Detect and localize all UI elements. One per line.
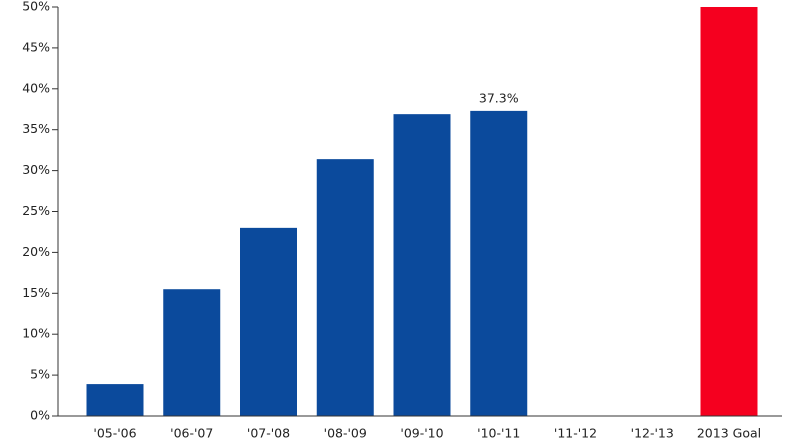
y-tick-label: 25% <box>22 203 50 218</box>
bar <box>393 114 451 417</box>
value-label: 37.3% <box>479 90 519 105</box>
x-tick-label: 2013 Goal <box>697 426 761 441</box>
y-tick-label: 5% <box>30 367 50 382</box>
x-tick-label: '07-'08 <box>247 426 290 441</box>
x-tick-label: '08-'09 <box>324 426 367 441</box>
y-tick-label: 30% <box>22 162 50 177</box>
x-tick-label: '12-'13 <box>631 426 674 441</box>
bar <box>163 289 221 416</box>
y-tick-label: 0% <box>30 408 50 423</box>
y-tick-label: 50% <box>22 0 50 14</box>
y-tick-label: 40% <box>22 80 50 95</box>
bar <box>240 227 297 416</box>
bar <box>700 7 758 416</box>
y-tick-label: 20% <box>22 244 50 259</box>
bar <box>470 110 528 417</box>
x-tick-label: '09-'10 <box>400 426 443 441</box>
x-tick-label: '06-'07 <box>170 426 213 441</box>
x-tick-label: '10-'11 <box>477 426 520 441</box>
y-tick-label: 15% <box>22 285 50 300</box>
bar <box>316 159 374 416</box>
bar <box>86 384 144 416</box>
y-tick-label: 10% <box>22 326 50 341</box>
x-tick-label: '05-'06 <box>93 426 136 441</box>
x-tick-label: '11-'12 <box>554 426 597 441</box>
y-tick-label: 35% <box>22 121 50 136</box>
y-tick-label: 45% <box>22 39 50 54</box>
